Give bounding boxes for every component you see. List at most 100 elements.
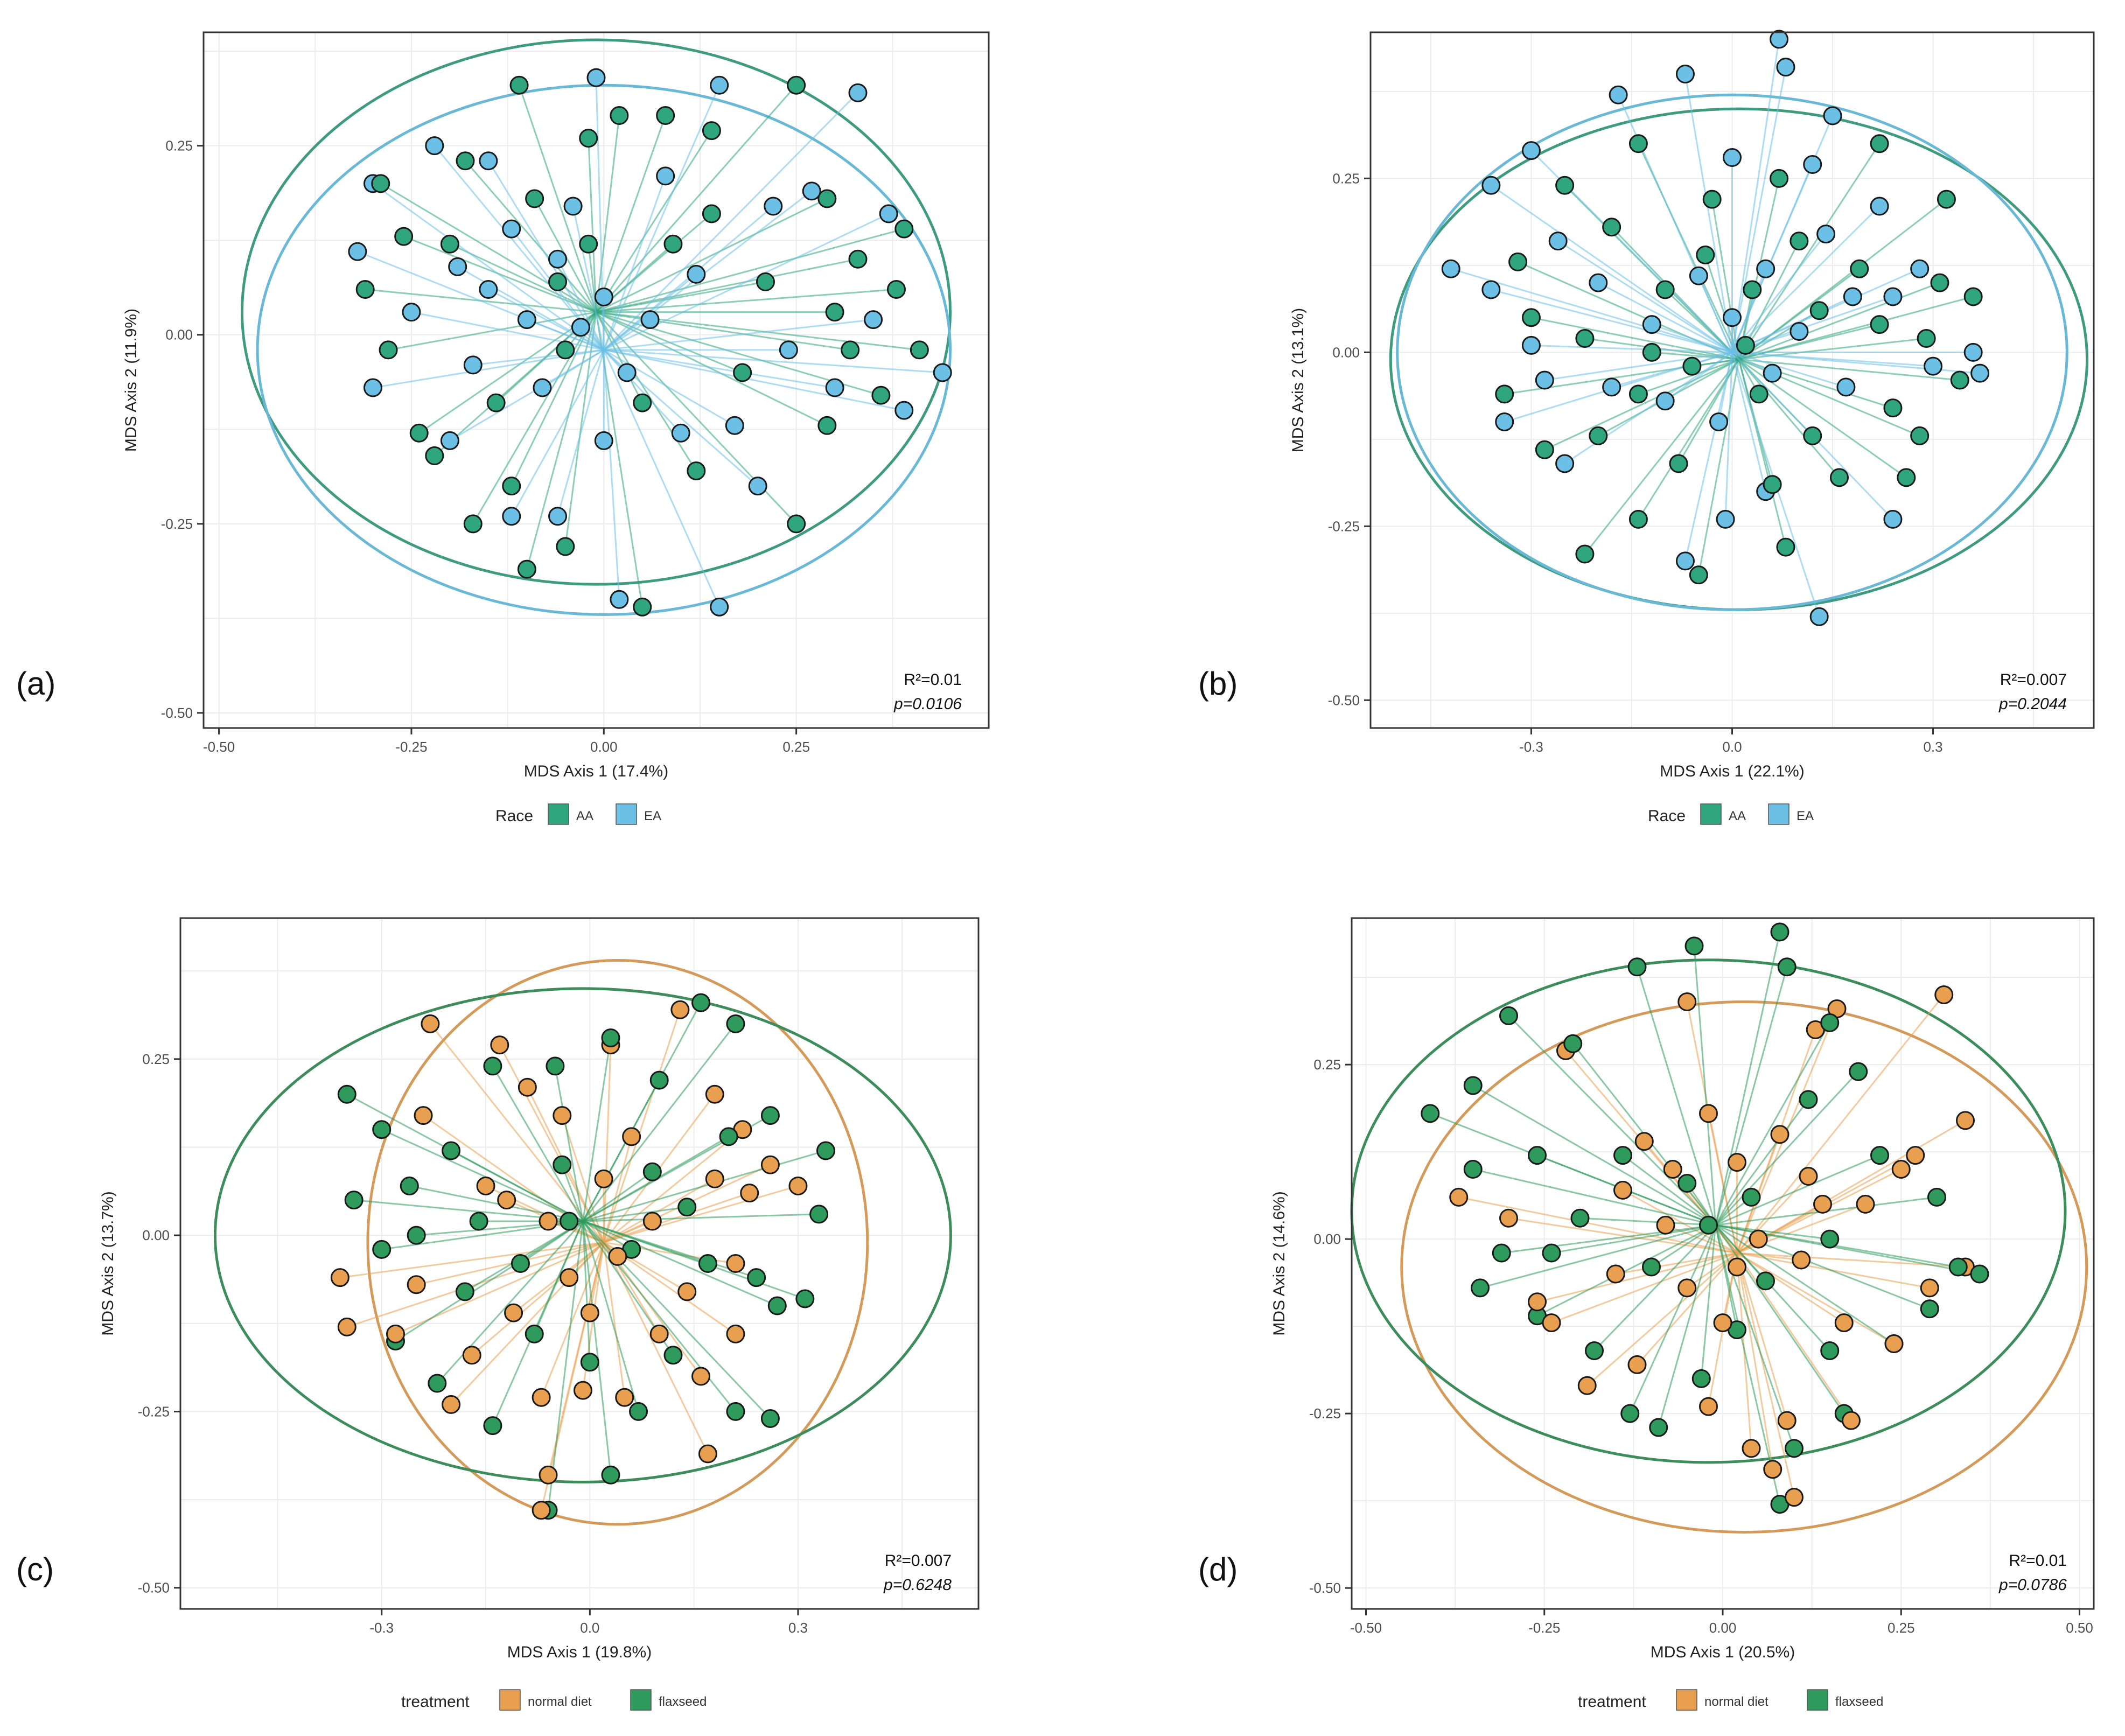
data-point-ea xyxy=(1883,287,1903,306)
data-point-flaxseed xyxy=(1970,1264,1989,1284)
panel-letter: (c) xyxy=(16,1551,54,1587)
data-point-normal-diet xyxy=(1713,1313,1732,1333)
data-point-aa xyxy=(702,204,721,223)
data-point-aa xyxy=(425,446,444,465)
spider-line xyxy=(596,228,905,313)
data-point-ea xyxy=(802,181,821,201)
legend-title: Race xyxy=(1648,807,1686,825)
data-point-normal-diet xyxy=(1742,1439,1761,1458)
data-point-normal-diet xyxy=(615,1388,634,1407)
data-point-normal-diet xyxy=(705,1084,724,1104)
data-point-flaxseed xyxy=(601,1028,620,1048)
data-point-normal-diet xyxy=(726,1254,745,1273)
spider-line xyxy=(604,349,943,374)
data-point-aa xyxy=(848,249,868,269)
data-point-ea xyxy=(517,310,536,330)
p-value-label: p=0.6248 xyxy=(883,1576,952,1594)
data-point-normal-diet xyxy=(1770,1125,1790,1144)
spider-line xyxy=(1491,289,1732,353)
spider-line xyxy=(557,349,605,517)
data-point-aa xyxy=(1682,356,1702,376)
data-point-ea xyxy=(848,83,868,102)
data-point-ea xyxy=(933,363,952,382)
data-point-normal-diet xyxy=(1785,1488,1804,1507)
data-point-normal-diet xyxy=(642,1212,662,1231)
data-point-normal-diet xyxy=(1627,1355,1647,1374)
data-point-flaxseed xyxy=(400,1176,419,1195)
data-point-normal-diet xyxy=(1792,1250,1811,1270)
data-point-ea xyxy=(1809,607,1829,626)
data-point-aa xyxy=(1870,134,1889,153)
spider-line xyxy=(1615,1252,1737,1275)
spider-line xyxy=(1715,1224,1895,1345)
data-point-flaxseed xyxy=(1920,1299,1939,1319)
data-point-flaxseed xyxy=(525,1324,544,1343)
spider-line xyxy=(603,1136,633,1243)
data-point-aa xyxy=(1669,454,1688,473)
data-point-aa xyxy=(1628,509,1648,529)
data-points xyxy=(1441,30,1990,626)
data-point-flaxseed xyxy=(1699,1215,1718,1235)
data-point-aa xyxy=(871,386,891,405)
spider-line xyxy=(1738,324,1880,360)
data-point-normal-diet xyxy=(553,1106,572,1125)
data-point-normal-diet xyxy=(539,1212,558,1231)
y-tick-label: 0.25 xyxy=(165,138,193,154)
data-point-flaxseed xyxy=(337,1084,357,1104)
data-point-ea xyxy=(1803,155,1822,174)
data-point-normal-diet xyxy=(532,1501,551,1520)
data-point-ea xyxy=(610,590,629,609)
data-point-normal-diet xyxy=(490,1035,509,1055)
panel-2: -0.3 0.0 0.3 -0.50 -0.25 0.00 0.25 MDS Axis 1 (… xyxy=(1198,30,2095,825)
data-point-flaxseed xyxy=(1849,1062,1868,1081)
data-point-aa xyxy=(1910,426,1930,445)
data-point-ea xyxy=(502,219,521,239)
data-point-aa xyxy=(579,234,598,254)
data-point-ea xyxy=(479,151,498,171)
data-point-normal-diet xyxy=(1749,1229,1768,1249)
spider-line xyxy=(572,206,605,351)
data-point-aa xyxy=(1809,301,1829,320)
data-point-aa xyxy=(756,272,775,291)
spider-line xyxy=(1715,967,1788,1226)
data-point-aa xyxy=(817,416,837,435)
spider-line xyxy=(582,1221,639,1412)
data-point-aa xyxy=(355,279,375,299)
data-point-flaxseed xyxy=(428,1374,447,1393)
data-point-normal-diet xyxy=(1728,1153,1746,1172)
spider-line xyxy=(1715,1224,1795,1449)
legend: Race AA EA xyxy=(495,803,661,825)
data-point-ea xyxy=(1763,363,1782,383)
data-point-ea xyxy=(348,242,367,261)
data-point-ea xyxy=(1723,308,1742,327)
data-point-normal-diet xyxy=(1606,1264,1625,1284)
data-point-aa xyxy=(456,151,475,171)
data-point-ea xyxy=(1790,322,1809,341)
spider-line xyxy=(1700,1225,1717,1379)
spider-line xyxy=(1544,351,1732,381)
data-point-aa xyxy=(663,234,683,254)
spider-line xyxy=(464,160,597,313)
spider-line xyxy=(1715,1022,1831,1226)
data-point-normal-diet xyxy=(1528,1292,1547,1312)
y-axis-title: MDS Axis 2 (13.1%) xyxy=(1289,308,1307,452)
spider-line xyxy=(1638,358,1739,395)
data-point-ea xyxy=(1609,85,1628,104)
data-point-normal-diet xyxy=(330,1268,349,1287)
spider-line xyxy=(1677,359,1740,464)
spider-line xyxy=(1586,1252,1738,1387)
spider-line xyxy=(582,1221,737,1412)
spider-line xyxy=(518,85,597,313)
data-point-ea xyxy=(864,310,883,330)
spider-line xyxy=(604,319,873,351)
data-point-ea xyxy=(1689,266,1708,285)
data-point-ea xyxy=(1823,106,1842,125)
data-point-aa xyxy=(1589,426,1608,445)
data-point-aa xyxy=(517,559,536,579)
spider-line xyxy=(1736,1252,1795,1497)
spider-line xyxy=(1531,317,1739,360)
data-point-normal-diet xyxy=(1906,1146,1925,1165)
spider-line xyxy=(1531,344,1732,353)
legend-key-flaxseed xyxy=(630,1689,652,1711)
data-point-flaxseed xyxy=(601,1465,620,1485)
